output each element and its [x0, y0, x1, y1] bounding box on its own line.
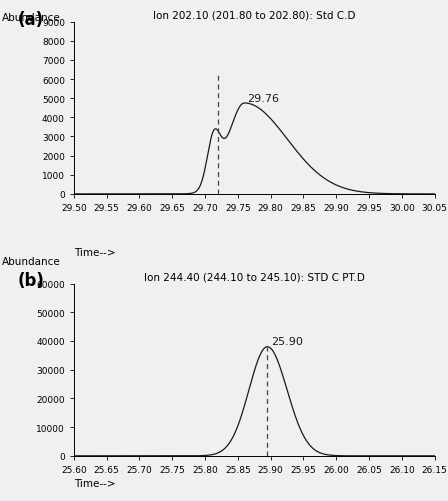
Text: 29.76: 29.76	[247, 94, 279, 104]
Text: (b): (b)	[18, 272, 45, 290]
Text: 25.90: 25.90	[271, 337, 302, 347]
Text: Time-->: Time-->	[74, 478, 116, 488]
Text: Abundance: Abundance	[2, 257, 61, 267]
Title: Ion 244.40 (244.10 to 245.10): STD C PT.D: Ion 244.40 (244.10 to 245.10): STD C PT.…	[144, 272, 365, 282]
Title: Ion 202.10 (201.80 to 202.80): Std C.D: Ion 202.10 (201.80 to 202.80): Std C.D	[153, 11, 356, 21]
Text: Time-->: Time-->	[74, 248, 116, 258]
Text: (a): (a)	[18, 11, 44, 29]
Text: Abundance: Abundance	[2, 13, 61, 23]
